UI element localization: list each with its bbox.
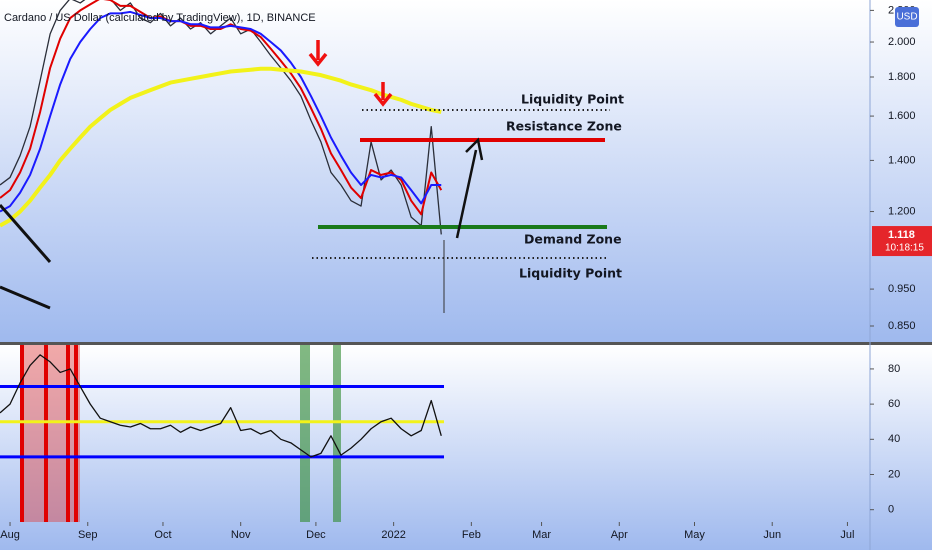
x-tick-label: Dec [306, 529, 326, 541]
y-tick-label: 60 [888, 398, 900, 410]
x-tick-label: May [684, 529, 705, 541]
drawings [0, 40, 610, 313]
x-tick-label: Aug [0, 529, 20, 541]
layer: 0.8500.9501.2001.4001.6001.8002.0002.200… [0, 0, 932, 541]
y-tick-label: 0.850 [888, 320, 916, 332]
currency-button[interactable] [895, 7, 919, 27]
line-series [0, 0, 442, 235]
line-series [0, 66, 442, 228]
last-price-label: 1.118 [888, 229, 915, 241]
y-tick-label: 1.600 [888, 110, 916, 122]
x-tick-label: 2022 [381, 529, 405, 541]
last-price-box [872, 226, 932, 257]
y-tick-label: 1.200 [888, 205, 916, 217]
x-tick-label: Feb [462, 529, 481, 541]
annotation: Liquidity Point [521, 92, 624, 107]
y-tick-label: 1.400 [888, 154, 916, 166]
x-tick-label: Nov [231, 529, 251, 541]
line-series [0, 354, 442, 458]
lines [0, 354, 442, 458]
y-tick-label: 0 [888, 504, 894, 516]
x-tick-label: Jul [840, 529, 854, 541]
y-tick-label: 20 [888, 468, 900, 480]
x-tick-label: Apr [611, 529, 628, 541]
x-tick-label: Sep [78, 529, 98, 541]
annotation: Resistance Zone [506, 119, 622, 134]
y-tick-label: 1.800 [888, 71, 916, 83]
countdown: 10:18:15 [885, 243, 924, 254]
y-tick-label: 40 [888, 433, 900, 445]
x-tick-label: Jun [763, 529, 781, 541]
currency-button-label[interactable]: USD [896, 12, 917, 23]
annotation: Liquidity Point [519, 266, 622, 281]
y-tick-label: 2.000 [888, 36, 916, 48]
rsi-panel [0, 345, 932, 550]
annotation: Demand Zone [524, 232, 622, 247]
y-tick-label: 0.950 [888, 283, 916, 295]
x-tick-label: Mar [532, 529, 551, 541]
y-tick-label: 80 [888, 363, 900, 375]
rsi-highlights [20, 345, 341, 522]
line-series [0, 10, 442, 213]
x-tick-label: Oct [154, 529, 171, 541]
lines [0, 0, 443, 235]
chart-title: Cardano / US Dollar (calculated by Tradi… [4, 12, 316, 24]
price-panel [0, 0, 932, 342]
